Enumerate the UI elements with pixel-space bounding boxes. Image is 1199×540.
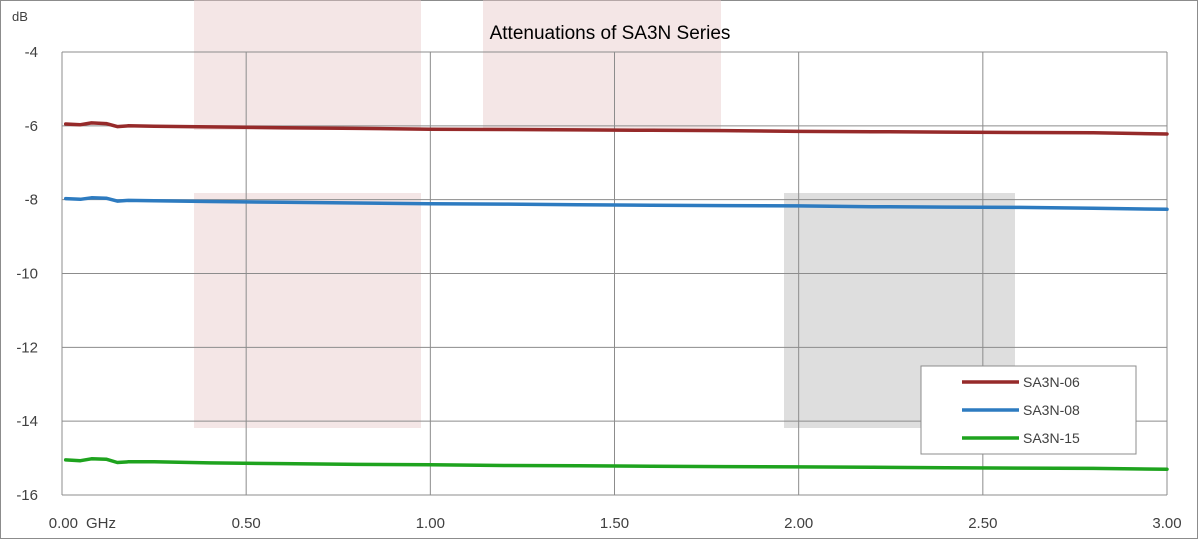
y-axis-unit-label: dB [12,9,28,24]
chart-title: Attenuations of SA3N Series [490,23,731,44]
y-tick-label: -8 [25,192,38,209]
highlight-band-pink-top-mid [483,0,721,130]
y-tick-label: -12 [16,339,38,356]
y-tick-label: -4 [25,44,38,61]
x-axis-unit-label: GHz [86,515,116,532]
x-tick-label: 2.50 [968,515,997,532]
legend-box [920,365,1137,455]
y-tick-label: -10 [16,266,38,283]
legend: SA3N-06 SA3N-08 SA3N-15 [920,365,1137,455]
highlight-band-pink-top-left [194,0,421,130]
x-tick-label: 1.50 [600,515,629,532]
y-tick-label: -6 [25,118,38,135]
x-tick-label: 2.00 [784,515,813,532]
y-tick-label: -16 [16,487,38,504]
highlight-bands [194,0,1015,428]
legend-label-sa3n-08: SA3N-08 [1023,402,1080,418]
legend-label-sa3n-06: SA3N-06 [1023,374,1080,390]
legend-items: SA3N-06 SA3N-08 SA3N-15 [962,374,1080,446]
data-series [63,121,1169,471]
x-tick-label: 0.50 [232,515,261,532]
series-line-sa3n-15 [63,457,1169,471]
series-line-sa3n-06 [63,121,1169,136]
x-tick-label: 0.00 [49,515,78,532]
y-tick-label: -14 [16,413,38,430]
highlight-band-pink-lower-left [194,193,421,428]
x-tick-label: 1.00 [416,515,445,532]
x-tick-label: 3.00 [1152,515,1181,532]
series-line-sa3n-08 [63,196,1169,212]
legend-label-sa3n-15: SA3N-15 [1023,430,1080,446]
axis-ticks: -4 -6 -8 -10 -12 -14 -16 0.00 0.50 1.00 1.50 2.00 2.… [16,44,1181,532]
